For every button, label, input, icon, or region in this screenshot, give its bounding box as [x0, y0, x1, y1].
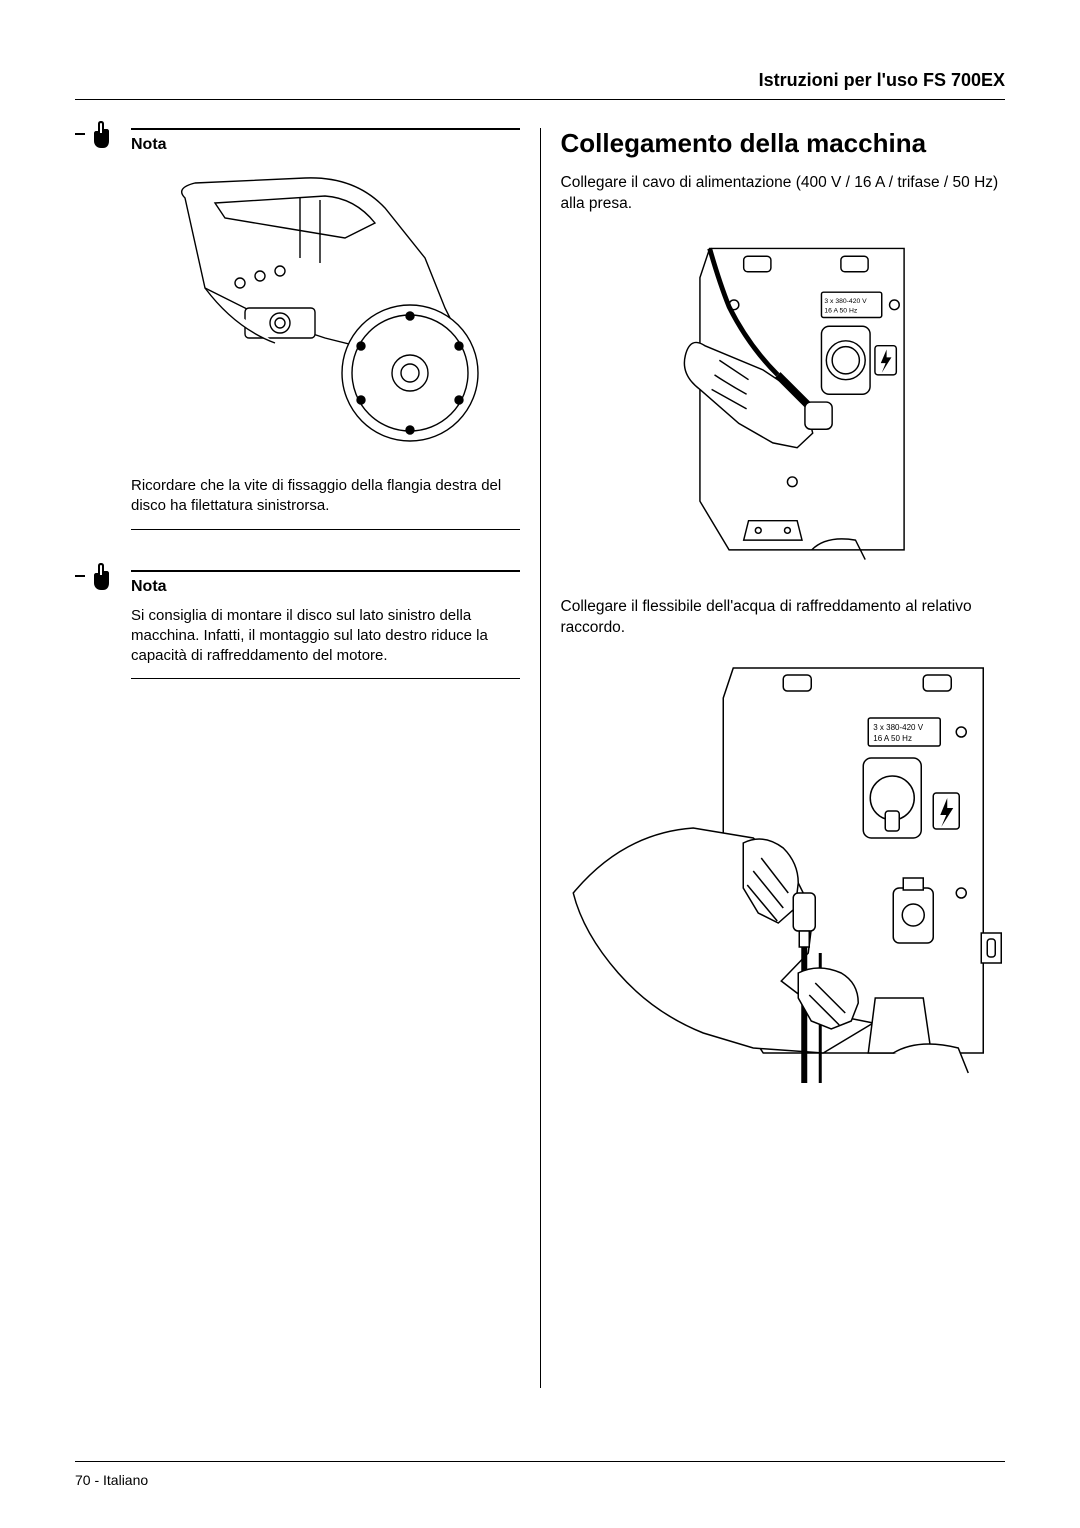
rating-label-line1-b: 3 x 380-420 V — [873, 723, 923, 732]
note-1-label: Nota — [131, 136, 520, 154]
section-heading: Collegamento della macchina — [561, 128, 1006, 159]
page-footer: 70 - Italiano — [75, 1461, 1005, 1488]
figure-power-connection: 3 x 380-420 V 16 A 50 Hz — [627, 229, 938, 579]
right-column: Collegamento della macchina Collegare il… — [540, 128, 1006, 1388]
paragraph-power-cable: Collegare il cavo di alimentazione (400 … — [561, 173, 1006, 215]
note-block-1: Nota — [131, 128, 520, 530]
figure-water-connection: 3 x 380-420 V 16 A 50 Hz — [561, 653, 1006, 1083]
note-pointing-hand-icon — [75, 114, 115, 154]
figure-flange-assembly — [131, 168, 520, 458]
note-2-text: Si consiglia di montare il disco sul lat… — [131, 606, 520, 667]
note-pointing-hand-icon — [75, 556, 115, 596]
page-header: Istruzioni per l'uso FS 700EX — [75, 70, 1005, 100]
note-2-label: Nota — [131, 578, 520, 596]
page-number: 70 - Italiano — [75, 1472, 148, 1488]
note-1-text: Ricordare che la vite di fissaggio della… — [131, 476, 520, 517]
two-column-layout: Nota — [75, 128, 1005, 1388]
note-block-2: Nota Si consiglia di montare il disco su… — [131, 570, 520, 680]
rating-label-line2: 16 A 50 Hz — [825, 307, 858, 314]
left-column: Nota — [75, 128, 540, 1388]
header-title: Istruzioni per l'uso FS 700EX — [759, 70, 1005, 90]
paragraph-water-hose: Collegare il flessibile dell'acqua di ra… — [561, 597, 1006, 639]
rating-label-line1: 3 x 380-420 V — [825, 298, 868, 305]
rating-label-line2-b: 16 A 50 Hz — [873, 734, 912, 743]
